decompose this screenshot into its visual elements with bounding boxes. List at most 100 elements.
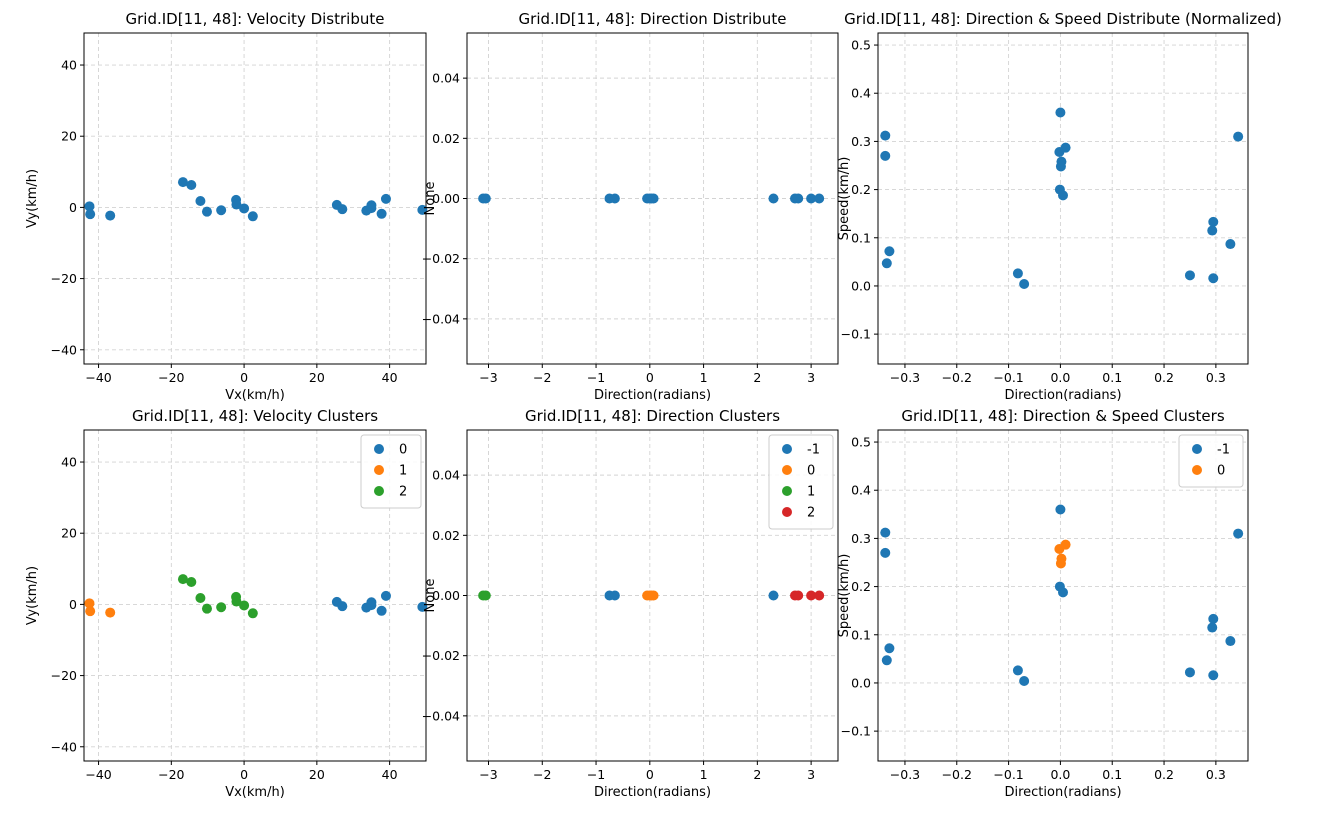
x-tick-label: 3 (807, 370, 815, 385)
x-tick-label: 20 (309, 767, 325, 782)
data-point (1058, 587, 1068, 598)
axes-frame (83, 429, 427, 762)
data-point (376, 605, 387, 616)
data-point (768, 590, 779, 601)
chart-title: Grid.ID[11, 48]: Direction & Speed Distr… (844, 10, 1282, 28)
legend-label: 0 (399, 443, 407, 458)
y-tick-label: 0.5 (851, 435, 871, 450)
x-tick-label: −0.3 (890, 767, 920, 782)
data-point (1012, 268, 1023, 279)
y-tick-label: −0.1 (841, 724, 871, 739)
data-point (1233, 131, 1244, 142)
data-point (231, 199, 242, 210)
data-point (884, 246, 895, 257)
data-point (376, 208, 387, 219)
data-point (84, 598, 95, 609)
x-tick-label: −0.1 (993, 370, 1023, 385)
data-point (806, 590, 817, 601)
data-point (1012, 665, 1023, 676)
data-point (648, 193, 659, 204)
data-point (195, 195, 206, 206)
x-tick-label: 2 (753, 370, 761, 385)
x-axis-label: Vx(km/h) (225, 388, 285, 403)
data-point (417, 204, 428, 215)
x-tick-label: 20 (309, 370, 325, 385)
y-tick-label: 0.04 (432, 71, 460, 86)
y-tick-label: 40 (61, 455, 77, 470)
data-point (1207, 622, 1218, 633)
y-tick-label: −0.1 (841, 327, 871, 342)
x-tick-label: −0.2 (942, 767, 972, 782)
legend-marker (1192, 444, 1202, 454)
chart-title: Grid.ID[11, 48]: Direction Clusters (525, 407, 780, 425)
x-axis-label: Vx(km/h) (225, 785, 285, 800)
x-tick-label: −1 (587, 767, 605, 782)
data-point (1060, 142, 1071, 153)
x-tick-label: 1 (700, 370, 708, 385)
data-point (195, 592, 206, 603)
x-tick-label: −20 (158, 370, 184, 385)
data-point (186, 576, 197, 587)
data-point (609, 193, 620, 204)
chart-dir-dist: −3 −2 −1 0 1 2 3 −0.04 −0.02 0.00 0.02 0.04 Grid.ID[… (422, 10, 839, 403)
data-point (880, 527, 891, 538)
legend-label: 2 (807, 506, 815, 521)
data-point (85, 209, 96, 220)
data-point (216, 602, 227, 613)
legend-box (1178, 434, 1244, 488)
data-point (186, 179, 197, 190)
y-tick-label: 0.0 (851, 278, 871, 293)
legend-label: 0 (1217, 464, 1225, 479)
y-tick-label: −40 (51, 342, 77, 357)
data-point (1208, 670, 1219, 681)
y-tick-label: 0.00 (432, 191, 460, 206)
axes-frame (877, 429, 1249, 762)
y-tick-label: 0.0 (851, 675, 871, 690)
legend-box (360, 434, 422, 509)
x-tick-label: 40 (382, 767, 398, 782)
data-point (337, 601, 348, 612)
data-point (880, 130, 891, 141)
legend: -10 (1178, 434, 1244, 488)
data-point (1225, 636, 1236, 647)
data-point (881, 258, 892, 269)
data-point (1208, 216, 1219, 227)
y-tick-label: 0.1 (851, 230, 871, 245)
legend-box (768, 434, 834, 530)
x-tick-label: −3 (479, 767, 497, 782)
y-tick-label: 0.1 (851, 627, 871, 642)
x-axis-label: Direction(radians) (594, 388, 711, 403)
data-point (177, 177, 188, 188)
x-tick-label: −3 (479, 370, 497, 385)
data-point (1184, 270, 1195, 281)
x-tick-label: −0.2 (942, 370, 972, 385)
data-point (239, 203, 250, 214)
data-point (1019, 676, 1030, 687)
legend-label: 2 (399, 485, 407, 500)
legend-label: 0 (807, 464, 815, 479)
x-tick-label: 0.3 (1206, 370, 1226, 385)
y-tick-label: 0 (69, 200, 77, 215)
y-axis-label: Vy(km/h) (25, 566, 40, 625)
x-tick-label: 3 (807, 767, 815, 782)
y-tick-label: 0.02 (432, 131, 460, 146)
data-point (609, 590, 620, 601)
y-tick-label: 20 (61, 526, 77, 541)
x-tick-label: −2 (533, 767, 551, 782)
y-tick-label: −0.04 (422, 311, 460, 326)
y-tick-label: −20 (51, 271, 77, 286)
x-tick-label: 0.3 (1206, 767, 1226, 782)
legend-label: 1 (399, 464, 407, 479)
y-axis-label: Speed(km/h) (837, 554, 852, 638)
y-tick-label: 0.4 (851, 483, 871, 498)
y-axis-label: Vy(km/h) (25, 169, 40, 228)
data-point (880, 547, 891, 558)
data-point (239, 600, 250, 611)
data-point (881, 655, 892, 666)
data-point (814, 193, 825, 204)
chart-vel-dist: −40 −20 0 20 40 −40 −20 0 20 40 Grid.ID[11, 48]: V… (25, 10, 428, 403)
legend-label: 1 (807, 485, 815, 500)
y-axis-label: None (423, 579, 438, 613)
